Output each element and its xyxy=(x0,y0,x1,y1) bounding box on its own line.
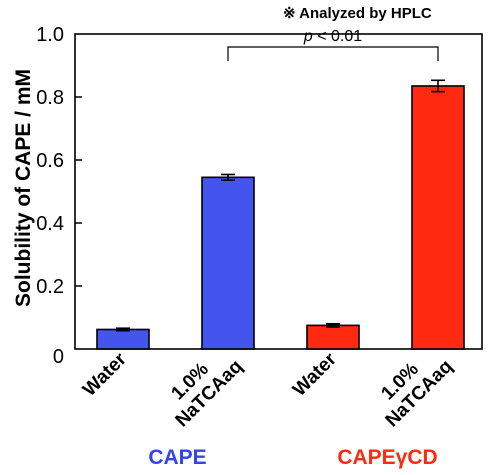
group-label: CAPEγCD xyxy=(337,446,437,469)
y-tick-label: 0.2 xyxy=(36,276,64,298)
bars xyxy=(96,85,465,350)
y-ticks: 0 0.2 0.4 0.6 0.8 1.0 xyxy=(36,24,82,368)
bar xyxy=(306,324,360,350)
x-tick-label: Water xyxy=(289,349,341,401)
significance-label: p < 0.01 xyxy=(303,28,362,45)
y-tick-label: 1.0 xyxy=(36,24,64,46)
y-tick-label: 0.8 xyxy=(36,87,64,109)
x-tick-label: 1.0%NaTCAaq xyxy=(366,340,457,431)
y-tick-label: 0.6 xyxy=(36,150,64,172)
x-tick-labels: Water 1.0%NaTCAaq Water 1.0%NaTCAaq xyxy=(79,340,457,432)
x-tick-label: Water xyxy=(79,349,131,401)
significance-line xyxy=(227,46,439,61)
bar xyxy=(411,85,465,350)
bar xyxy=(96,328,150,350)
significance-bracket: p < 0.01 xyxy=(227,28,439,61)
y-tick-label: 0.4 xyxy=(36,213,64,235)
hplc-note: ※ Analyzed by HPLC xyxy=(283,5,432,22)
plot-frame xyxy=(74,33,483,350)
y-tick-label: 0 xyxy=(53,346,64,368)
group-labels: CAPE CAPEγCD xyxy=(148,446,437,469)
error-bars xyxy=(116,79,445,332)
group-label: CAPE xyxy=(148,446,206,469)
y-axis-label: Solubility of CAPE / mM xyxy=(12,69,35,307)
bar xyxy=(201,176,255,350)
x-tick-label: 1.0%NaTCAaq xyxy=(156,340,247,431)
